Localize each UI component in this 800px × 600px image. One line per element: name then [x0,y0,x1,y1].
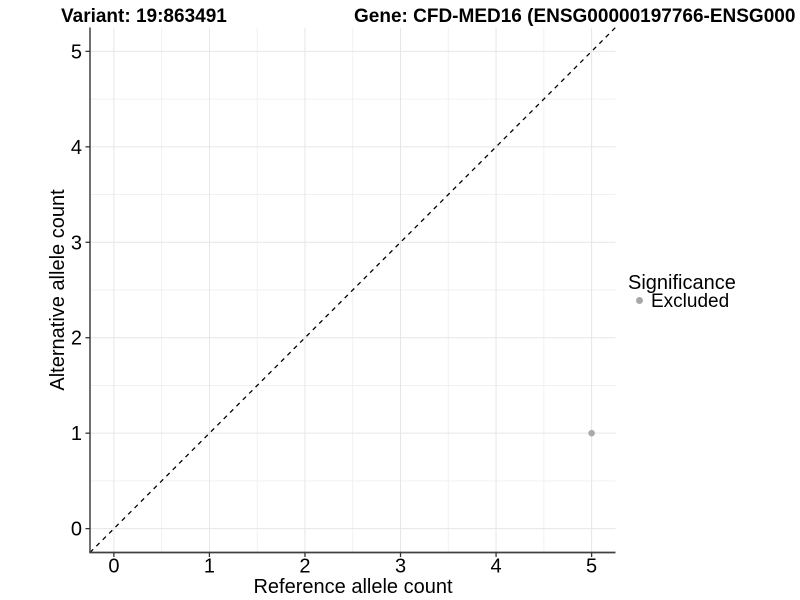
y-tick-label: 1 [71,423,82,445]
legend-item-label: Excluded [651,291,729,312]
legend-title: Significance [628,272,736,294]
y-tick-label: 4 [71,137,82,159]
plot-title-variant: Variant: 19:863491 [61,6,227,27]
legend-key-dot-icon [636,297,643,304]
y-tick-label: 2 [71,328,82,350]
x-tick-label: 5 [586,556,597,578]
data-points-layer [588,429,595,437]
x-tick-label: 3 [395,556,406,578]
y-axis-title: Alternative allele count [47,189,69,391]
x-tick-label: 2 [299,556,310,578]
tick-marks-and-labels-layer: 0 1 2 3 4 5 0 1 2 3 4 5 [71,41,597,577]
y-tick-label: 0 [71,519,82,541]
x-tick-label: 1 [204,556,215,578]
identity-dashed-line [89,27,616,553]
y-tick-label: 3 [71,232,82,254]
x-tick-label: 0 [108,556,119,578]
x-axis-title: Reference allele count [253,576,452,598]
x-tick-label: 4 [491,556,502,578]
axis-lines-layer [89,27,616,554]
y-tick-label: 5 [71,41,82,63]
plot-title-gene: Gene: CFD-MED16 (ENSG00000197766-ENSG000 [354,6,795,27]
data-point[interactable] [588,429,595,437]
identity-line-layer [89,27,616,553]
grid-major-layer [90,27,616,553]
